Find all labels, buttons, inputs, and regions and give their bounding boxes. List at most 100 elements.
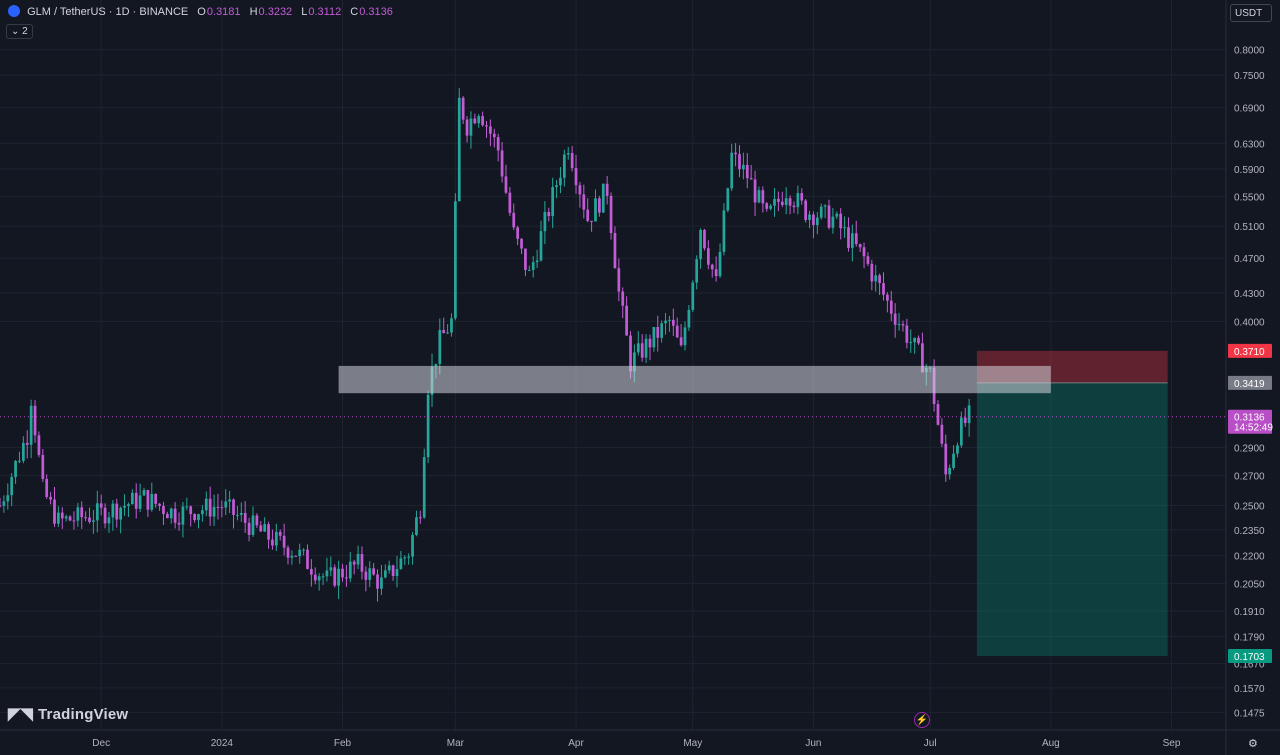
candle-body	[469, 118, 473, 136]
close-label: C	[350, 6, 359, 18]
candle-body	[644, 338, 648, 358]
y-tick-label: 0.2700	[1234, 471, 1265, 482]
candle-body	[749, 178, 753, 180]
candle-body	[251, 515, 255, 535]
candle-body	[508, 192, 512, 213]
candle-body	[831, 216, 835, 228]
candle-body	[88, 517, 91, 522]
candle-body	[800, 193, 804, 201]
tradingview-wordmark: TradingView	[38, 706, 129, 723]
candle-body	[633, 352, 636, 372]
symbol-title[interactable]: GLM / TetherUS · 1D · BINANCE	[27, 6, 189, 18]
candle-body	[372, 568, 376, 575]
candle-body	[376, 574, 379, 589]
candle-body	[345, 577, 348, 579]
candle-body	[99, 503, 103, 508]
candle-body	[298, 549, 302, 557]
flash-icon[interactable]: ⚡	[914, 712, 930, 728]
candle-body	[294, 555, 298, 557]
candle-body	[967, 405, 971, 424]
candle-body	[333, 567, 337, 586]
candle-body	[37, 435, 41, 456]
y-tick-label: 0.6300	[1234, 139, 1265, 150]
candle-body	[341, 568, 344, 578]
candle-body	[687, 309, 691, 328]
candle-body	[243, 513, 247, 523]
candle-body	[473, 118, 477, 124]
candle-body	[92, 520, 95, 522]
candle-body	[559, 177, 562, 186]
open-value: 0.3181	[206, 6, 241, 18]
candle-body	[601, 183, 605, 213]
candle-body	[216, 506, 220, 508]
candle-body	[609, 195, 613, 234]
candle-body	[426, 394, 430, 458]
y-tick-label: 0.5900	[1234, 165, 1265, 176]
candle-body	[745, 164, 749, 179]
tradingview-logo[interactable]: ◤◥ TradingView	[8, 704, 128, 724]
candle-body	[524, 248, 527, 270]
gear-icon[interactable]: ⚙	[1248, 738, 1258, 750]
candle-body	[255, 515, 259, 526]
currency-button[interactable]: USDT	[1230, 4, 1272, 22]
candle-body	[146, 490, 150, 510]
candle-body	[224, 501, 228, 508]
candle-body	[882, 283, 885, 295]
candle-body	[395, 569, 399, 577]
candle-body	[664, 320, 667, 324]
candle-body	[897, 324, 901, 326]
candle-body	[41, 455, 45, 479]
candle-body	[115, 503, 119, 520]
candle-body	[271, 539, 274, 546]
target-price-label-bg	[1228, 649, 1272, 664]
candle-body	[598, 198, 601, 213]
candle-body	[162, 505, 165, 514]
target-price-label: 0.1703	[1234, 652, 1265, 663]
candle-body	[874, 275, 878, 282]
candle-body	[461, 97, 465, 120]
candle-body	[870, 263, 874, 282]
candle-body	[403, 557, 407, 559]
candle-body	[784, 198, 788, 205]
candle-body	[302, 549, 305, 551]
x-tick-label: Apr	[568, 738, 584, 749]
chart-header: GLM / TetherUS · 1D · BINANCE O0.3181 H0…	[8, 5, 393, 18]
take-profit-zone	[976, 382, 1168, 657]
candle-body	[936, 404, 940, 425]
last-price-label: 0.3136	[1234, 413, 1265, 424]
candle-body	[913, 337, 916, 343]
candle-body	[578, 185, 582, 195]
x-tick-label: Dec	[92, 738, 110, 749]
candle-body	[527, 269, 531, 271]
candle-body	[948, 467, 952, 475]
candle-body	[761, 190, 765, 204]
y-tick-label: 0.5100	[1234, 222, 1265, 233]
candle-body	[862, 247, 866, 257]
y-tick-label: 0.4300	[1234, 289, 1265, 300]
candle-body	[605, 183, 609, 196]
candle-body	[142, 490, 146, 496]
candle-body	[177, 522, 181, 525]
candle-body	[411, 534, 414, 557]
candle-body	[364, 571, 368, 580]
candle-body	[679, 337, 683, 346]
x-tick-label: Aug	[1042, 738, 1060, 749]
indicator-toggle-button[interactable]: ⌄ 2	[6, 24, 33, 39]
last-price-label-bg	[1228, 409, 1272, 434]
candle-body	[594, 198, 597, 222]
candle-body	[0, 505, 2, 507]
candle-body	[220, 507, 224, 509]
candle-body	[886, 294, 889, 301]
candle-body	[547, 211, 551, 217]
candle-body	[496, 137, 500, 151]
candle-body	[165, 513, 169, 519]
y-tick-label: 0.2500	[1234, 502, 1265, 513]
candle-body	[2, 501, 6, 506]
candle-body	[29, 405, 33, 445]
candle-body	[185, 506, 189, 508]
candle-body	[383, 570, 387, 578]
candle-body	[274, 531, 278, 546]
candle-body	[963, 417, 967, 424]
candle-body	[76, 507, 80, 521]
